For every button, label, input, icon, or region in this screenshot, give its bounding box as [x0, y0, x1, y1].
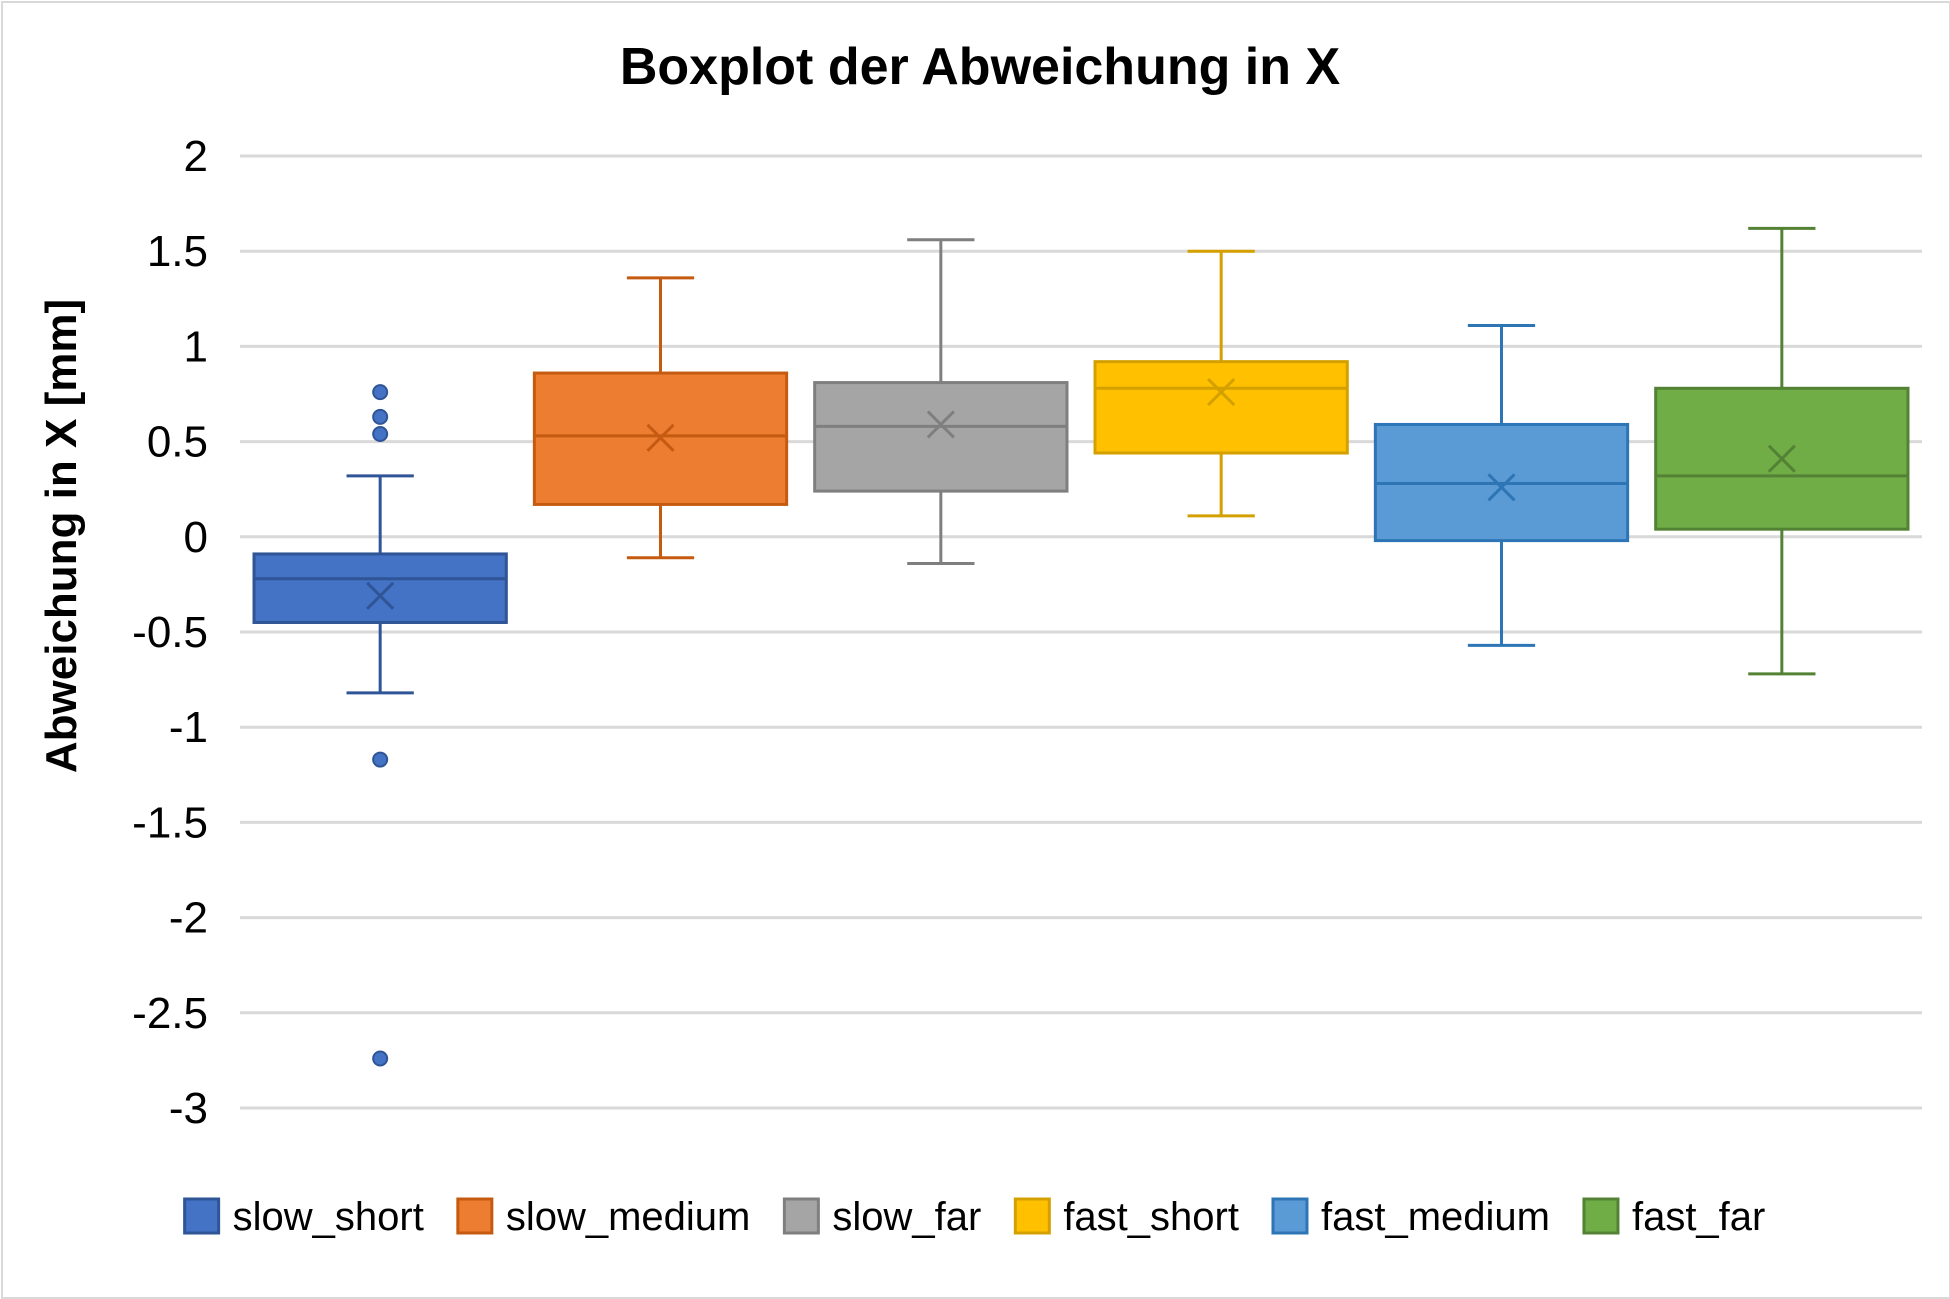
mean-marker [366, 581, 395, 610]
iqr-box [813, 381, 1069, 493]
mean-marker [1767, 444, 1796, 473]
legend-swatch [1271, 1197, 1309, 1235]
iqr-box [252, 552, 508, 624]
outlier-point [372, 751, 389, 768]
y-tick-label: -1 [169, 703, 208, 752]
y-tick-label: -3 [169, 1084, 208, 1133]
legend-swatch [782, 1197, 820, 1235]
legend-swatch [456, 1197, 494, 1235]
outlier-point [372, 1050, 389, 1067]
legend-label: fast_medium [1321, 1195, 1550, 1239]
legend-item-slow-medium: slow_medium [456, 1195, 751, 1239]
outlier-point [372, 425, 389, 442]
legend-item-fast-short: fast_short [1013, 1195, 1239, 1239]
y-tick-label: 0.5 [147, 418, 208, 467]
outlier-point [372, 384, 389, 401]
y-tick-labels: 2 1.5 1 0.5 0 -0.5 -1 -1.5 -2 -2.5 -3 [132, 132, 208, 1133]
y-tick-label: 2 [184, 132, 208, 181]
chart-title: Boxplot der Abweichung in X [620, 38, 1341, 96]
y-tick-label: 1 [184, 322, 208, 371]
iqr-box [532, 371, 789, 506]
legend-item-fast-far: fast_far [1582, 1195, 1765, 1239]
box-slow-short [252, 384, 508, 1067]
y-tick-label: 1.5 [147, 227, 208, 276]
box-slow-far [813, 238, 1069, 565]
legend-label: slow_medium [506, 1195, 751, 1239]
legend-swatch [1013, 1197, 1051, 1235]
box-fast-short [1093, 249, 1349, 518]
box-fast-far [1654, 226, 1910, 676]
gridlines [240, 154, 1922, 1110]
legend-swatch [1582, 1197, 1620, 1235]
legend-swatch [183, 1197, 221, 1235]
y-tick-label: -1.5 [132, 798, 208, 847]
y-tick-label: 0 [184, 513, 208, 562]
y-tick-label: -2 [169, 894, 208, 943]
legend-label: slow_short [233, 1195, 424, 1239]
box-slow-medium [532, 276, 789, 560]
box-series [252, 226, 1910, 1067]
y-axis-label: Abweichung in X [mm] [37, 299, 86, 773]
legend-label: slow_far [832, 1195, 981, 1239]
box-fast-medium [1373, 323, 1630, 647]
outlier-point [372, 408, 389, 425]
legend-item-slow-far: slow_far [782, 1195, 981, 1239]
mean-marker [1487, 473, 1516, 502]
legend-label: fast_short [1063, 1195, 1239, 1239]
iqr-box [1093, 360, 1349, 455]
y-tick-label: -2.5 [132, 989, 208, 1038]
mean-marker [926, 410, 955, 439]
mean-marker [646, 423, 675, 452]
y-tick-label: -0.5 [132, 608, 208, 657]
legend-item-fast-medium: fast_medium [1271, 1195, 1550, 1239]
legend-label: fast_far [1632, 1195, 1765, 1239]
legend-item-slow-short: slow_short [183, 1195, 424, 1239]
legend: slow_short slow_medium slow_far fast_short f… [183, 1195, 1765, 1239]
mean-marker [1207, 378, 1236, 407]
